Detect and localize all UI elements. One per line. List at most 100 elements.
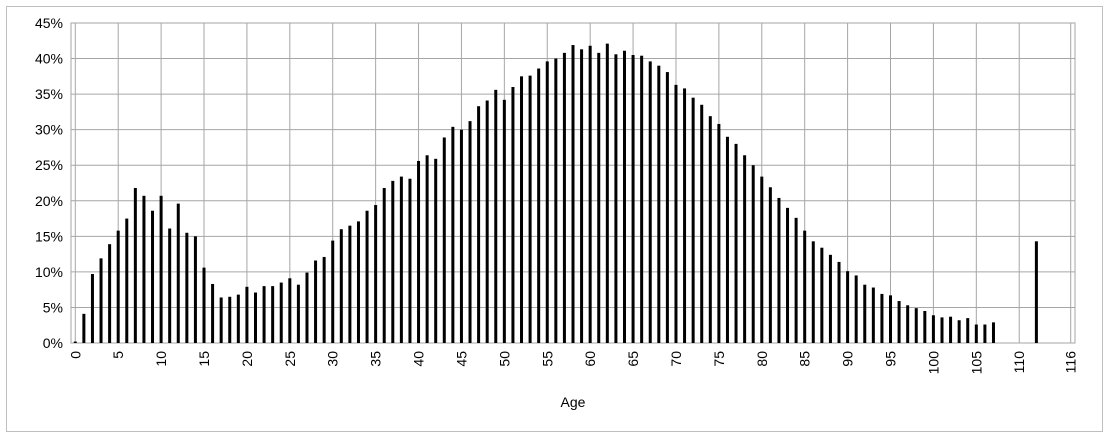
- bar: [580, 49, 584, 344]
- bar: [674, 84, 678, 343]
- bar: [348, 225, 352, 343]
- x-tick-label: 15: [196, 351, 212, 367]
- x-tick-label: 100: [925, 351, 941, 375]
- bars: [73, 43, 1038, 344]
- bar: [374, 205, 378, 343]
- x-tick-label: 30: [325, 351, 341, 367]
- bar: [966, 318, 970, 343]
- bar: [511, 87, 515, 343]
- bar: [537, 68, 541, 343]
- bar: [614, 54, 618, 344]
- bar: [245, 286, 249, 343]
- bar: [219, 297, 223, 343]
- bar: [691, 97, 695, 344]
- bar: [622, 50, 626, 343]
- bar: [640, 55, 644, 343]
- bar: [502, 99, 506, 343]
- bar: [125, 218, 129, 343]
- bar: [528, 75, 532, 343]
- bar: [777, 197, 781, 343]
- bar: [562, 52, 566, 343]
- bar: [176, 203, 180, 343]
- bar: [991, 322, 995, 343]
- bar: [271, 286, 275, 343]
- y-tick-label: 45%: [35, 15, 63, 31]
- bar: [142, 195, 146, 343]
- bar: [399, 176, 403, 343]
- x-tick-label: 25: [282, 351, 298, 367]
- x-tick-labels: 0 5 10 15 20 25 30 35 40 45 50 55 60 65 70 75 80 85 90 95 10…: [67, 351, 1078, 375]
- bar: [331, 240, 335, 343]
- y-tick-label: 25%: [35, 157, 63, 173]
- bar: [382, 187, 386, 343]
- y-tick-label: 5%: [43, 299, 63, 315]
- bar: [648, 61, 652, 344]
- bar: [133, 187, 137, 343]
- bar: [356, 221, 360, 343]
- bar: [743, 155, 747, 343]
- bar: [288, 278, 292, 343]
- x-tick-label: 80: [754, 351, 770, 367]
- y-tick-label: 15%: [35, 228, 63, 244]
- bar: [880, 293, 884, 343]
- bar: [708, 116, 712, 344]
- bar: [1034, 241, 1038, 343]
- bar: [296, 284, 300, 343]
- bar: [949, 316, 953, 343]
- bar: [854, 275, 858, 343]
- chart-frame: 0% 5% 10% 15% 20% 25% 30% 35% 40% 45% 0 5 10 15 20 25 3…: [6, 6, 1103, 432]
- bar: [657, 65, 661, 343]
- y-tick-label: 30%: [35, 122, 63, 138]
- bar: [391, 180, 395, 343]
- bar: [485, 100, 489, 343]
- bar: [82, 313, 86, 343]
- bar: [717, 123, 721, 343]
- x-tick-label: 45: [453, 351, 469, 367]
- bar: [442, 137, 446, 343]
- bar: [305, 272, 309, 343]
- bar: [236, 294, 240, 343]
- x-tick-label: 110: [1011, 351, 1027, 374]
- x-tick-label: 105: [968, 351, 984, 375]
- bar: [168, 228, 172, 343]
- bar: [605, 43, 609, 343]
- x-tick-label: 0: [67, 351, 83, 359]
- bar: [889, 295, 893, 343]
- x-tick-label: 5: [110, 351, 126, 359]
- bar: [931, 315, 935, 343]
- y-tick-label: 10%: [35, 264, 63, 280]
- x-tick-label: 95: [883, 351, 899, 367]
- y-tick-label: 35%: [35, 86, 63, 102]
- bar: [820, 247, 824, 343]
- x-tick-label: 70: [668, 351, 684, 367]
- bar: [828, 254, 832, 343]
- bar: [803, 230, 807, 343]
- bar: [923, 311, 927, 343]
- bar: [151, 210, 155, 343]
- bar: [897, 301, 901, 343]
- bar: [459, 129, 463, 343]
- bar: [159, 195, 163, 343]
- bar: [339, 229, 343, 343]
- bar-chart: 0% 5% 10% 15% 20% 25% 30% 35% 40% 45% 0 5 10 15 20 25 3…: [35, 15, 1079, 410]
- bar: [871, 287, 875, 343]
- y-tick-label: 0%: [43, 335, 63, 351]
- x-axis-title: Age: [561, 394, 586, 410]
- bar: [631, 55, 635, 343]
- bar: [554, 58, 558, 344]
- y-tick-label: 40%: [35, 51, 63, 67]
- bar: [417, 160, 421, 343]
- x-tick-label: 65: [625, 351, 641, 367]
- bar: [228, 296, 232, 343]
- bar: [73, 341, 77, 343]
- bar: [863, 284, 867, 343]
- bar: [571, 45, 575, 344]
- y-tick-labels: 0% 5% 10% 15% 20% 25% 30% 35% 40% 45%: [35, 15, 63, 351]
- bar: [262, 286, 266, 343]
- bar: [914, 308, 918, 343]
- y-tick-label: 20%: [35, 193, 63, 209]
- bar: [90, 274, 94, 343]
- bar: [211, 283, 215, 343]
- bar: [202, 267, 206, 343]
- bar: [451, 126, 455, 343]
